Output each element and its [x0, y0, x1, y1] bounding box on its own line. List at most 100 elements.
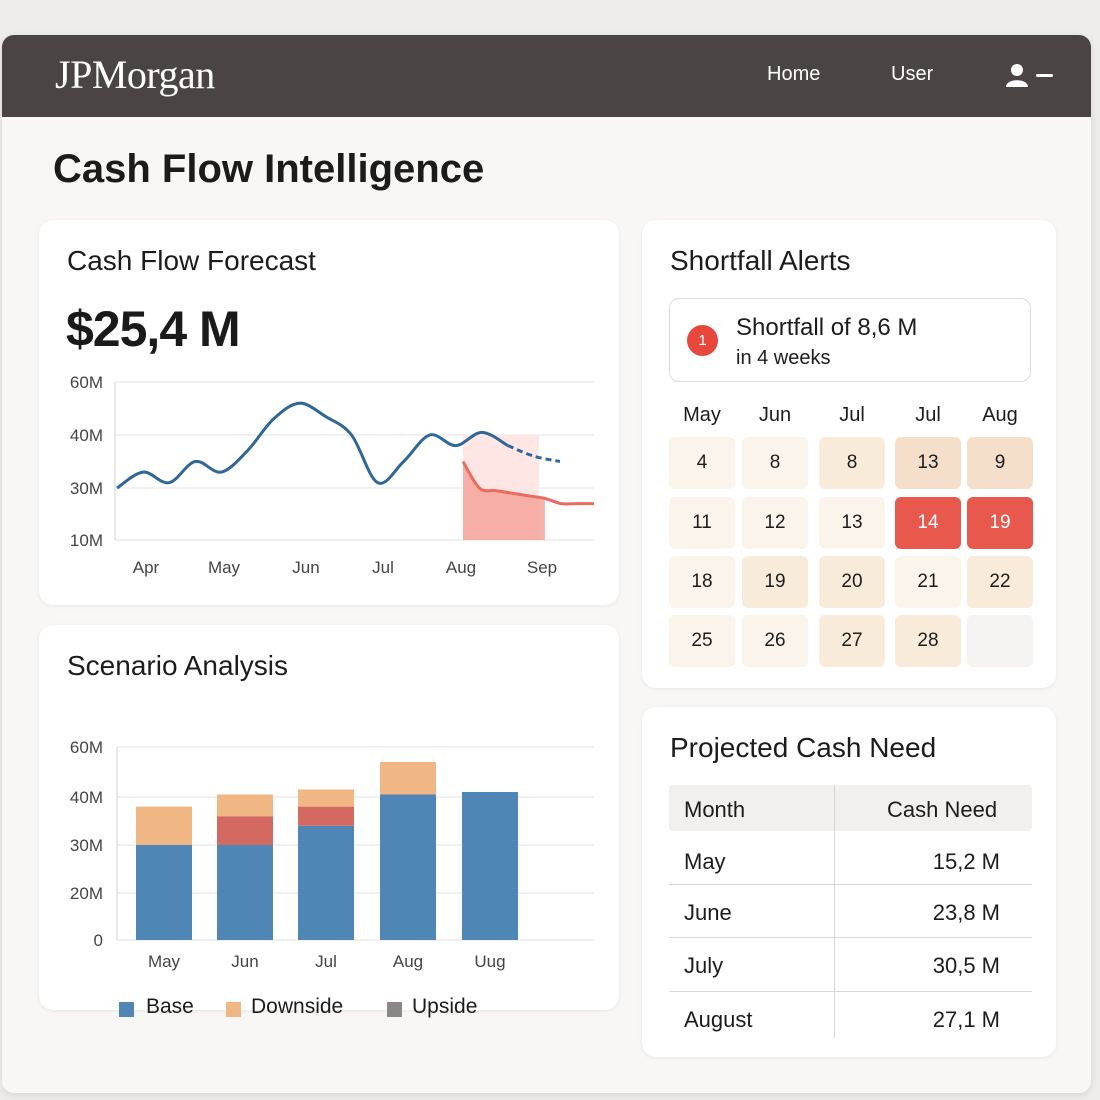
calendar-day[interactable]: 25 — [669, 615, 735, 667]
calendar-day[interactable]: 13 — [895, 437, 961, 489]
calendar-day[interactable]: 19 — [742, 556, 808, 608]
calendar-day[interactable]: 28 — [895, 615, 961, 667]
user-menu-button[interactable] — [1004, 63, 1056, 89]
legend-swatch-upside — [387, 1002, 402, 1017]
header-month: Month — [684, 797, 746, 822]
x-tick-label: Apr — [133, 558, 160, 577]
header-cash-need: Cash Need — [887, 797, 998, 822]
calendar-day[interactable]: 9 — [967, 437, 1033, 489]
legend-swatch-base — [119, 1002, 134, 1017]
calendar-day-alert[interactable]: 19 — [967, 497, 1033, 549]
cell-month: May — [684, 849, 726, 874]
scenario-title: Scenario Analysis — [67, 650, 289, 681]
bar-base — [136, 845, 192, 940]
legend-upside: Upside — [412, 995, 478, 1018]
row-divider — [669, 884, 1032, 885]
legend-swatch-downside — [226, 1002, 241, 1017]
shortfall-line — [461, 460, 594, 506]
alert-count-badge: 1 — [687, 325, 718, 356]
bar-downside — [298, 789, 354, 807]
calendar-day[interactable]: 12 — [742, 497, 808, 549]
calendar-day[interactable]: 4 — [669, 437, 735, 489]
y-tick-label: 20M — [70, 884, 103, 903]
bar-base — [298, 825, 354, 940]
y-tick-label: 30M — [70, 836, 103, 855]
shortfall-alerts-card: Shortfall Alerts 1 Shortfall of 8,6 M in… — [642, 220, 1056, 688]
row-divider — [669, 937, 1032, 938]
scenario-card: Scenario Analysis 60M 40M 30M 20M 0 May Jun Ju… — [39, 625, 619, 1018]
forecast-value: $25,4 M — [66, 301, 241, 357]
shortfall-alert[interactable]: 1 Shortfall of 8,6 M in 4 weeks — [669, 298, 1031, 382]
x-tick-label: Jun — [231, 952, 258, 971]
bar-downside — [217, 794, 273, 817]
alerts-title: Shortfall Alerts — [670, 245, 851, 276]
legend-base: Base — [146, 995, 194, 1018]
x-tick-label: Aug — [446, 558, 476, 577]
bar-downside — [136, 806, 192, 845]
bar-downside — [380, 762, 436, 795]
page-title: Cash Flow Intelligence — [53, 147, 485, 191]
cell-month: August — [684, 1007, 753, 1032]
calendar-day[interactable]: 20 — [819, 556, 885, 608]
calendar-day[interactable]: 13 — [819, 497, 885, 549]
x-tick-label: Sep — [527, 558, 557, 577]
y-tick-label: 0 — [94, 931, 103, 950]
forecast-title: Cash Flow Forecast — [67, 245, 316, 276]
x-tick-label: Uug — [474, 952, 505, 971]
calendar-day[interactable]: 26 — [742, 615, 808, 667]
calendar-day[interactable]: 18 — [669, 556, 735, 608]
alert-subline: in 4 weeks — [736, 347, 831, 369]
brand-logo[interactable]: JPMorgan — [55, 52, 215, 97]
bar-upside — [298, 806, 354, 826]
row-divider — [669, 991, 1032, 992]
calendar-day-alert[interactable]: 14 — [895, 497, 961, 549]
y-tick-label: 40M — [70, 788, 103, 807]
top-navbar: JPMorgan Home User — [2, 35, 1091, 117]
forecast-card: Cash Flow Forecast $25,4 M 60M 40M 30M 10M … — [39, 220, 619, 605]
calendar-day[interactable]: 22 — [967, 556, 1033, 608]
bar-base — [380, 794, 436, 940]
calendar-month-header: Jun — [758, 404, 792, 426]
calendar-month-header: May — [683, 404, 721, 426]
nav-home-link[interactable]: Home — [767, 63, 821, 85]
shortfall-area — [463, 461, 545, 540]
calendar-day[interactable]: 27 — [819, 615, 885, 667]
x-tick-label: May — [208, 558, 241, 577]
cell-cash-need: 30,5 M — [932, 953, 1000, 978]
forecast-line — [116, 401, 509, 490]
calendar-day[interactable]: 11 — [669, 497, 735, 549]
x-tick-label: Jun — [292, 558, 319, 577]
calendar-day[interactable]: 8 — [819, 437, 885, 489]
y-tick-label: 10M — [70, 531, 103, 550]
cash-need-card: Projected Cash Need Month Cash Need May … — [642, 707, 1056, 1057]
calendar-month-header: Aug — [982, 404, 1018, 426]
calendar-day[interactable]: 21 — [895, 556, 961, 608]
calendar-day[interactable]: 8 — [742, 437, 808, 489]
calendar-day — [967, 615, 1033, 667]
app-window: JPMorgan Home User Cash Flow Intelligenc… — [2, 35, 1091, 1093]
bar-base — [217, 845, 273, 940]
cell-month: July — [684, 953, 724, 978]
x-tick-label: Jul — [315, 952, 337, 971]
legend-downside: Downside — [251, 995, 344, 1018]
calendar-month-header: Jul — [915, 404, 941, 426]
y-tick-label: 40M — [70, 426, 103, 445]
table-header: Month Cash Need — [669, 785, 1032, 831]
column-divider — [834, 785, 835, 1038]
alert-headline: Shortfall of 8,6 M — [736, 314, 918, 341]
x-tick-label: Jul — [372, 558, 394, 577]
bar-upside — [217, 816, 273, 845]
forecast-line-chart: 60M 40M 30M 10M Apr May Jun Jul Aug Sep — [70, 373, 594, 577]
nav-user-link[interactable]: User — [891, 63, 934, 85]
cash-need-title: Projected Cash Need — [670, 732, 937, 763]
bar-base — [462, 792, 518, 940]
y-tick-label: 60M — [70, 373, 103, 392]
calendar-month-header: Jul — [839, 404, 865, 426]
y-tick-label: 30M — [70, 479, 103, 498]
user-icon — [1006, 64, 1053, 87]
cell-cash-need: 15,2 M — [932, 849, 1000, 874]
cell-cash-need: 23,8 M — [932, 900, 1000, 925]
x-tick-label: Aug — [393, 952, 423, 971]
scenario-bar-chart: 60M 40M 30M 20M 0 May Jun Jul Aug Uug — [70, 738, 594, 971]
cell-cash-need: 27,1 M — [932, 1007, 1000, 1032]
